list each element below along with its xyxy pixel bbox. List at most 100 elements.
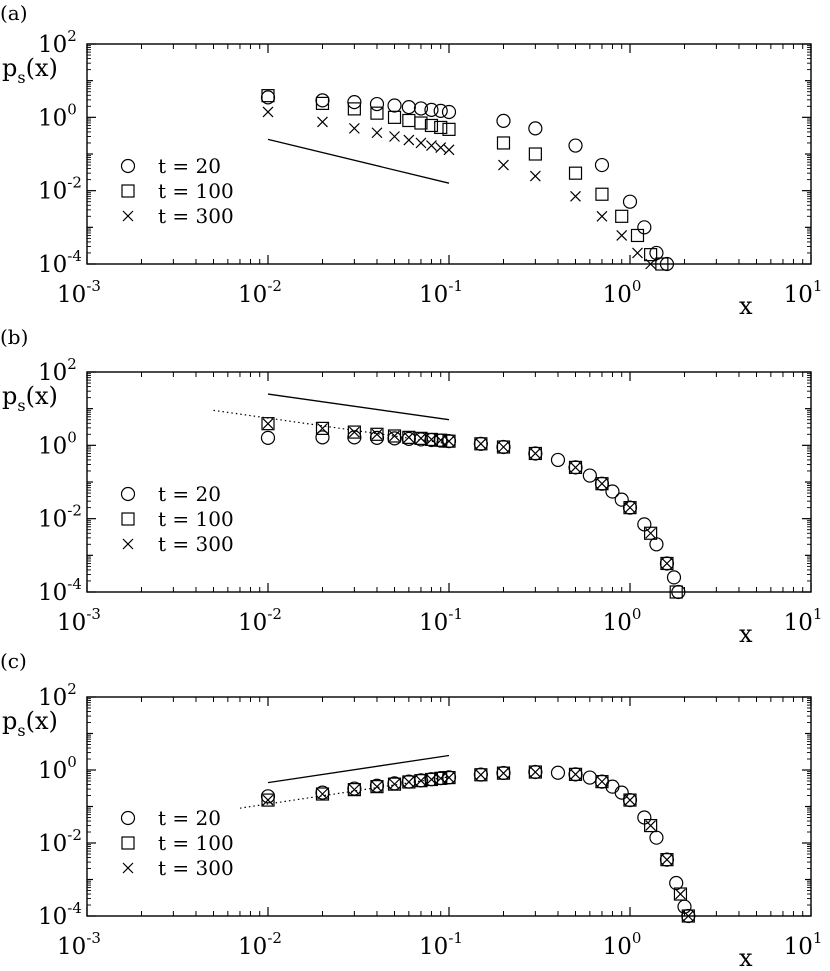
data-point-square	[387, 777, 402, 791]
y-axis-label-rest: (x)	[26, 382, 58, 410]
y-tick-label: 100	[38, 428, 77, 459]
x-axis-label: x	[739, 292, 753, 320]
x-tick-base: 10	[419, 610, 448, 636]
data-point-circle	[401, 100, 416, 115]
data-point-square	[121, 836, 135, 850]
data-point-cross	[262, 418, 274, 430]
data-point-circle	[594, 157, 610, 173]
series-circle	[260, 430, 686, 600]
y-tick-exponent: 0	[67, 428, 77, 446]
data-point-square	[442, 122, 456, 136]
data-point-square	[387, 429, 402, 443]
data-point-circle	[424, 102, 439, 117]
data-point-circle	[582, 468, 597, 483]
x-tick-exponent: 1	[813, 605, 823, 623]
data-point-cross	[262, 106, 274, 118]
panel-label: (c)	[0, 649, 27, 673]
series-circle	[260, 90, 675, 272]
data-point-cross	[632, 247, 643, 259]
data-point-square	[370, 780, 384, 794]
y-tick-exponent: -2	[67, 502, 82, 520]
data-point-square	[595, 477, 609, 491]
data-point-square	[615, 209, 629, 223]
data-point-square	[595, 187, 609, 201]
data-point-circle	[614, 492, 629, 507]
series-cross	[262, 106, 657, 270]
chart-panel-3: (c)10-3 10-2 10-1 100 10110-410-2100102ps(x)…	[0, 649, 822, 971]
data-point-circle	[614, 785, 629, 800]
x-tick-label: 10-1	[419, 929, 463, 960]
data-point-cross	[529, 448, 541, 459]
data-point-square	[660, 853, 674, 867]
data-point-cross	[389, 430, 400, 442]
data-point-cross	[348, 122, 360, 134]
legend-label: t = 20	[158, 154, 221, 178]
x-tick-label: 10-2	[238, 929, 282, 960]
data-point-square	[660, 556, 674, 571]
data-point-cross	[371, 781, 383, 793]
data-point-square	[414, 774, 428, 788]
y-tick-base: 10	[38, 507, 67, 533]
data-point-cross	[415, 137, 427, 149]
data-point-square	[402, 113, 416, 128]
data-point-square	[474, 437, 488, 451]
x-tick-base: 10	[603, 610, 632, 636]
panel-label: (b)	[0, 325, 28, 349]
series-cross	[262, 418, 673, 569]
x-tick-exponent: -2	[267, 277, 282, 295]
y-tick-base: 10	[38, 32, 67, 58]
data-point-circle	[260, 430, 276, 445]
data-point-square	[315, 787, 330, 801]
x-tick-base: 10	[419, 934, 448, 960]
x-tick-label: 10-3	[57, 277, 101, 308]
data-point-circle	[550, 765, 566, 780]
series-square	[261, 89, 669, 271]
y-axis-label-main: p	[2, 707, 17, 735]
y-tick-label: 10-4	[38, 899, 82, 930]
data-point-cross	[317, 422, 328, 434]
data-point-square	[630, 228, 645, 243]
y-tick-exponent: -2	[67, 174, 82, 192]
x-tick-exponent: 0	[632, 277, 642, 295]
x-tick-label: 10-3	[57, 929, 101, 960]
data-point-circle	[120, 486, 136, 502]
series-circle	[260, 764, 696, 924]
data-point-cross	[426, 433, 437, 445]
x-tick-exponent: -3	[86, 929, 101, 947]
data-point-square	[121, 184, 135, 198]
data-point-cross	[415, 432, 427, 444]
y-tick-label: 102	[38, 27, 77, 58]
data-point-cross	[529, 170, 541, 182]
y-tick-label: 100	[38, 100, 77, 131]
legend-label: t = 300	[158, 204, 234, 228]
x-tick-exponent: -3	[86, 605, 101, 623]
data-point-circle	[637, 220, 652, 235]
x-tick-label: 101	[784, 605, 823, 636]
y-axis-label: ps(x)	[2, 707, 58, 740]
data-point-cross	[403, 431, 415, 443]
data-point-cross	[529, 766, 541, 778]
data-point-square	[370, 427, 384, 441]
data-point-square	[370, 106, 384, 120]
y-axis-label: ps(x)	[2, 54, 58, 87]
legend-label: t = 300	[158, 856, 234, 880]
y-tick-base: 10	[38, 360, 67, 386]
data-point-cross	[262, 794, 274, 806]
data-point-circle	[550, 452, 566, 468]
data-point-circle	[528, 121, 543, 136]
x-tick-exponent: -3	[86, 277, 101, 295]
x-tick-label: 10-2	[238, 605, 282, 636]
x-axis-label: x	[739, 944, 753, 966]
data-point-square	[595, 775, 609, 789]
data-point-cross	[645, 820, 657, 832]
guide-line-solid	[267, 138, 450, 184]
data-point-circle	[433, 103, 448, 118]
x-tick-base: 10	[238, 610, 267, 636]
data-point-square	[414, 431, 428, 445]
data-point-cross	[570, 461, 581, 473]
data-point-square	[623, 793, 637, 807]
y-axis-label-subscript: s	[17, 396, 25, 415]
data-point-circle	[315, 430, 330, 445]
